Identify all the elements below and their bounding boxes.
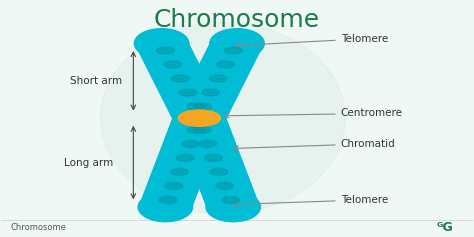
Polygon shape — [174, 40, 262, 121]
Text: Centromere: Centromere — [225, 109, 403, 118]
Polygon shape — [174, 116, 259, 209]
Text: ᴳG: ᴳG — [437, 221, 454, 234]
Ellipse shape — [138, 192, 192, 222]
Ellipse shape — [100, 23, 346, 214]
Text: Chromatid: Chromatid — [234, 139, 395, 150]
Ellipse shape — [217, 61, 235, 68]
Ellipse shape — [205, 154, 222, 161]
Ellipse shape — [159, 196, 177, 203]
Ellipse shape — [210, 168, 228, 175]
Ellipse shape — [176, 154, 194, 161]
Text: Chromosome: Chromosome — [154, 8, 320, 32]
Polygon shape — [137, 40, 225, 121]
Ellipse shape — [156, 47, 174, 54]
Ellipse shape — [210, 29, 264, 58]
Polygon shape — [140, 116, 225, 209]
Ellipse shape — [187, 103, 204, 110]
Text: Telomere: Telomere — [233, 195, 388, 206]
Text: Long arm: Long arm — [64, 158, 113, 168]
Ellipse shape — [221, 196, 239, 203]
Ellipse shape — [216, 182, 234, 189]
Ellipse shape — [178, 110, 220, 126]
Text: Telomere: Telomere — [237, 34, 388, 48]
Ellipse shape — [193, 126, 211, 133]
Text: Chromosome: Chromosome — [11, 223, 67, 232]
Ellipse shape — [194, 103, 212, 110]
Ellipse shape — [188, 126, 205, 133]
Ellipse shape — [182, 140, 200, 147]
Ellipse shape — [202, 89, 219, 96]
Ellipse shape — [164, 61, 182, 68]
Ellipse shape — [199, 140, 217, 147]
Ellipse shape — [135, 29, 189, 58]
Ellipse shape — [224, 47, 242, 54]
Ellipse shape — [210, 75, 227, 82]
Ellipse shape — [206, 192, 260, 222]
Ellipse shape — [179, 89, 197, 96]
Ellipse shape — [172, 75, 189, 82]
Text: Short arm: Short arm — [70, 76, 122, 86]
Ellipse shape — [171, 168, 188, 175]
Ellipse shape — [165, 182, 182, 189]
